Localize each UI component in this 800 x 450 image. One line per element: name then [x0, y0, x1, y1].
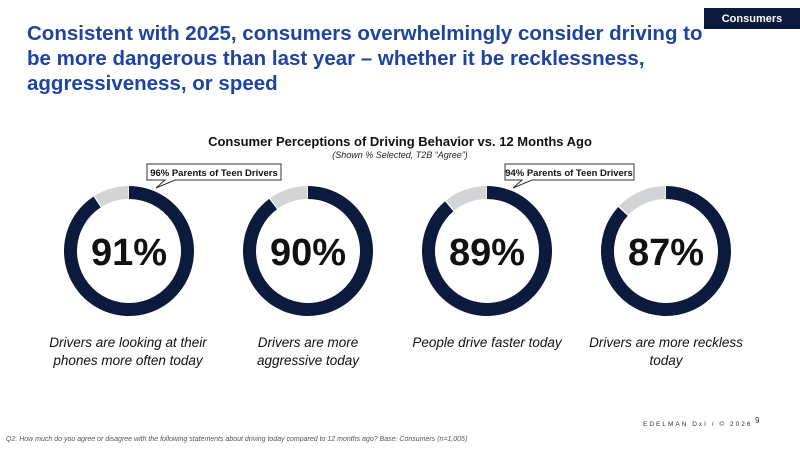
- caption-reckless: Drivers are more reckless today: [589, 335, 743, 368]
- donut-chart-aggressive: 90%: [243, 186, 374, 316]
- donut-remainder-arc: [446, 186, 487, 211]
- donut-chart-phones: 91%: [64, 186, 195, 316]
- donut-chart-faster: 89%: [422, 186, 552, 316]
- donut-percent-label: 87%: [628, 232, 704, 274]
- section-tag: Consumers: [704, 8, 800, 29]
- page-number: 9: [755, 416, 760, 425]
- callout-text: 96% Parents of Teen Drivers: [150, 168, 278, 179]
- donut-remainder-arc: [619, 186, 666, 216]
- donut-chart-reckless: 87%: [601, 186, 731, 316]
- donut-percent-label: 89%: [449, 232, 525, 274]
- callout-parents-phones: 96% Parents of Teen Drivers: [146, 163, 282, 189]
- chart-subtitle: (Shown % Selected, T2B “Agree”): [332, 150, 468, 160]
- donut-remainder-arc: [270, 186, 308, 209]
- caption-phones: Drivers are looking at their phones more…: [49, 335, 207, 368]
- caption-aggressive: Drivers are more aggressive today: [256, 335, 360, 368]
- callout-box: [504, 163, 635, 189]
- donut-percent-label: 91%: [91, 232, 167, 274]
- slide-headline: Consistent with 2025, consumers overwhel…: [27, 22, 703, 95]
- footer-brand: EDELMAN DxI / © 2026: [643, 421, 753, 428]
- callout-text: 94% Parents of Teen Drivers: [505, 168, 633, 179]
- chart-title: Consumer Perceptions of Driving Behavior…: [208, 134, 592, 149]
- footnote: Q2. How much do you agree or disagree wi…: [6, 436, 468, 443]
- callout-parents-faster: 94% Parents of Teen Drivers: [504, 163, 635, 189]
- caption-faster: People drive faster today: [412, 335, 562, 350]
- callout-box: [146, 163, 282, 189]
- donut-percent-label: 90%: [270, 232, 346, 274]
- donut-remainder-arc: [94, 186, 129, 207]
